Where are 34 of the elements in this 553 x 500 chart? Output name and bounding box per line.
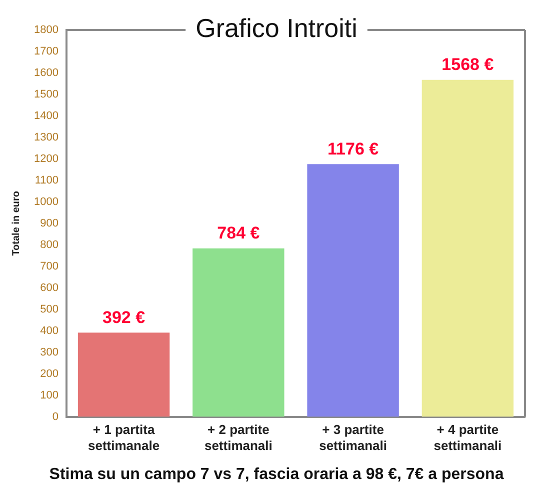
y-tick-label: 1400	[34, 110, 58, 122]
y-tick-label: 1600	[34, 67, 58, 80]
bar	[422, 80, 514, 417]
y-tick-label: 600	[40, 282, 58, 294]
data-label: 392 €	[102, 308, 146, 327]
y-tick-label: 1300	[34, 131, 58, 144]
bar	[192, 248, 284, 417]
x-tick-label: + 3 partite settimanali	[319, 422, 388, 453]
y-tick-label: 900	[40, 217, 58, 230]
y-axis-title: Totale in euro	[10, 190, 22, 256]
data-label: 1568 €	[442, 55, 494, 74]
y-tick-label: 1700	[34, 46, 58, 58]
y-tick-label: 1500	[34, 88, 58, 100]
y-tick-label: 400	[40, 324, 58, 337]
bar	[78, 332, 170, 417]
bar	[307, 164, 399, 417]
text: Stima su un campo 7 vs 7, fascia oraria a 98 €, 7€ a persona	[48, 466, 505, 484]
data-label: 1176 €	[328, 139, 380, 158]
y-tick-label: 700	[40, 260, 58, 272]
y-tick-label: 1000	[34, 196, 58, 208]
x-tick-label: + 1 partita settimanale	[88, 422, 160, 453]
y-tick-label: 0	[52, 410, 58, 423]
y-tick-label: 1100	[34, 174, 58, 186]
x-tick-label: + 4 partite settimanali	[434, 422, 502, 453]
x-tick-label: + 2 partite settimanali	[204, 422, 272, 453]
chart-title: Grafico Introiti	[196, 13, 358, 44]
y-tick-label: 300	[40, 346, 58, 358]
y-tick-label: 100	[40, 389, 58, 402]
y-tick-label: 1200	[34, 152, 58, 165]
y-tick-label: 200	[40, 368, 58, 380]
data-label: 784 €	[217, 224, 260, 243]
y-tick-label: 800	[40, 238, 58, 251]
y-tick-label: 500	[40, 303, 58, 316]
y-tick-label: 1800	[34, 24, 58, 36]
